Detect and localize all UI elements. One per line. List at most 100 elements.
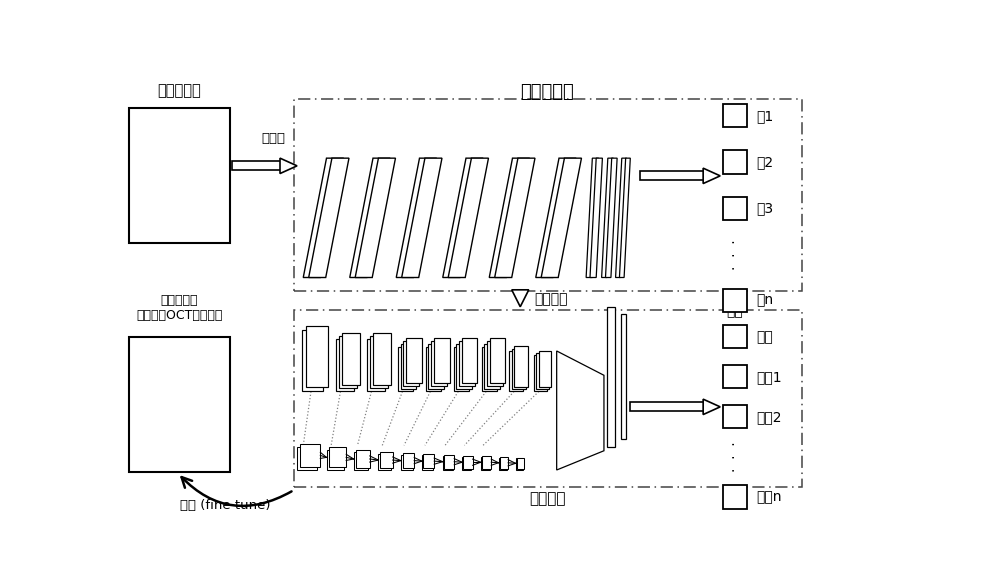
Polygon shape [616,158,626,277]
Polygon shape [606,158,617,277]
Bar [482,456,491,469]
Bar [297,447,317,470]
Bar [232,161,285,171]
Text: ·  ·  ·: · · · [728,441,742,472]
Bar [306,325,328,387]
Bar [723,485,747,509]
Polygon shape [402,158,442,277]
Polygon shape [443,158,483,277]
Text: 类n: 类n [756,293,773,307]
Bar [380,452,393,468]
Polygon shape [541,158,581,277]
Text: 目标数据集
（视网膜OCT图像集）: 目标数据集 （视网膜OCT图像集） [136,295,222,322]
Bar [487,341,503,386]
Bar [426,347,441,392]
Text: 迁移参数: 迁移参数 [534,292,568,306]
Bar [640,171,708,180]
Bar [723,104,747,128]
Bar [456,344,472,389]
Bar [500,456,508,469]
Bar [339,336,357,388]
Bar [370,336,388,388]
Bar [336,339,354,392]
Text: 类3: 类3 [756,201,773,215]
Text: 微调 (fine tune): 微调 (fine tune) [180,499,271,512]
Bar [444,455,454,469]
Text: 类2: 类2 [756,155,773,169]
Polygon shape [303,158,344,277]
Bar [630,403,708,411]
Bar [454,347,469,392]
Text: ·  ·  ·: · · · [728,239,742,270]
Bar [329,447,346,467]
Polygon shape [350,158,390,277]
Bar [342,333,360,385]
Bar [294,310,802,487]
Bar [514,346,528,386]
Bar [398,347,413,392]
Polygon shape [512,290,529,307]
Bar [482,347,497,392]
Bar [534,356,547,392]
Polygon shape [489,158,530,277]
Bar [539,351,551,387]
Text: 预训练: 预训练 [262,132,286,145]
Text: 病变2: 病变2 [756,410,781,424]
Bar [607,307,615,447]
Bar [434,339,450,383]
Polygon shape [619,158,630,277]
Bar [422,455,433,470]
Bar [428,344,444,389]
Bar [373,333,391,385]
Bar [403,341,419,386]
Bar [517,458,524,469]
Bar [406,339,422,383]
Bar [621,314,626,439]
Polygon shape [280,158,297,173]
Text: 预训练网络: 预训练网络 [520,84,574,102]
Bar [723,150,747,173]
Polygon shape [703,399,720,415]
Bar [484,344,500,389]
Text: 类1: 类1 [756,109,773,123]
Polygon shape [536,158,576,277]
Bar [723,325,747,349]
Bar [481,457,490,470]
Bar [294,99,802,291]
Polygon shape [355,158,395,277]
Text: 输出: 输出 [727,304,743,318]
Bar [536,353,549,389]
Bar [516,291,525,295]
Bar [367,339,385,392]
Bar [723,289,747,312]
Bar [300,444,320,467]
Bar [302,330,323,392]
Bar [129,337,230,472]
Bar [401,455,413,470]
Polygon shape [586,158,599,277]
Polygon shape [703,168,720,183]
Text: 正常: 正常 [756,330,773,344]
Bar [509,351,523,392]
Polygon shape [309,158,349,277]
Polygon shape [602,158,613,277]
Bar [462,457,471,470]
Polygon shape [495,158,535,277]
Bar [490,339,505,383]
Bar [403,453,414,468]
Bar [459,341,475,386]
Bar [354,452,368,470]
Bar [723,197,747,220]
Text: 目标网络: 目标网络 [529,492,566,506]
Bar [356,450,370,468]
Bar [423,454,434,469]
Bar [512,349,526,389]
Text: 自然数据集: 自然数据集 [157,84,201,99]
Text: 病变1: 病变1 [756,370,781,384]
Bar [443,456,453,470]
Polygon shape [590,158,602,277]
Bar [516,458,523,470]
Bar [401,344,416,389]
Bar [129,108,230,243]
Bar [326,450,344,470]
